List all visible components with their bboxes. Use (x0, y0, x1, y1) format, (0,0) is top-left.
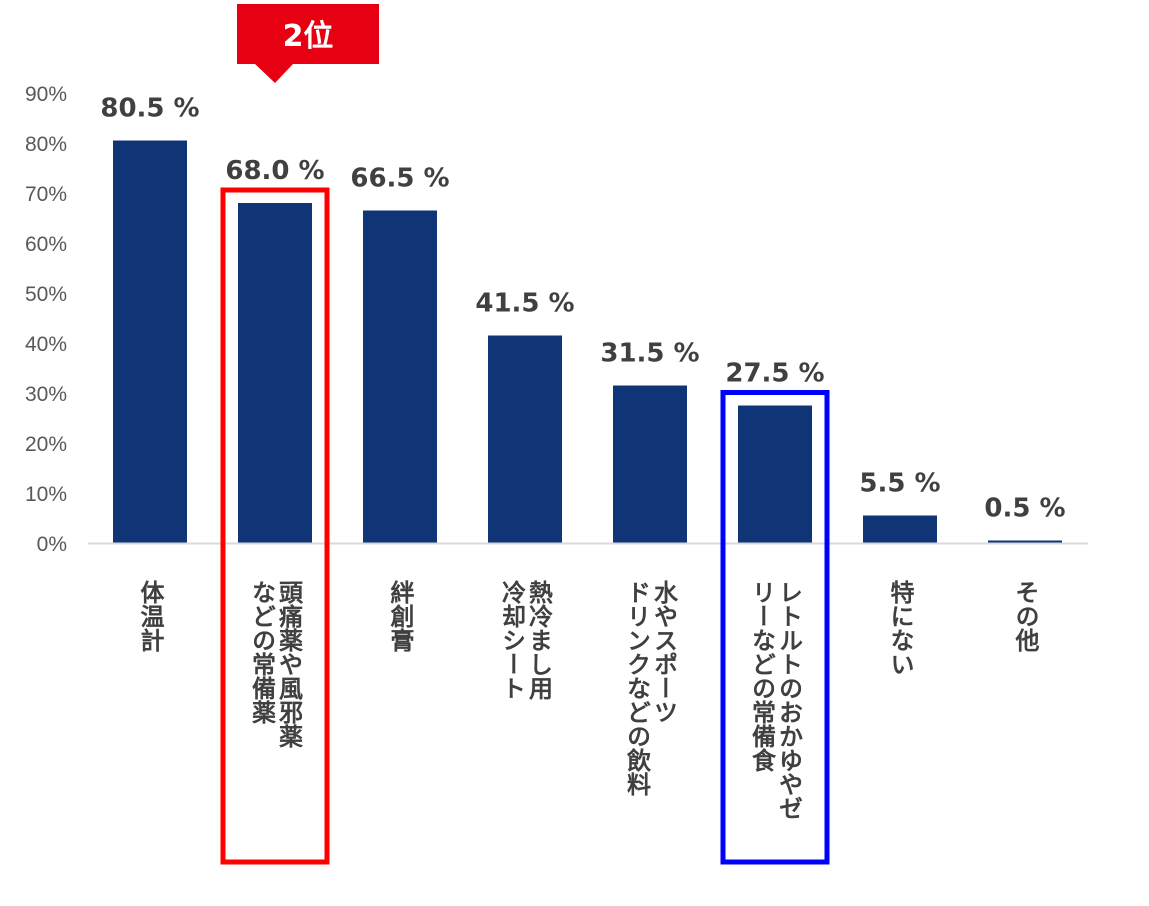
bar (738, 405, 812, 543)
bar (613, 385, 687, 543)
bar (488, 335, 562, 543)
data-label: 5.5 % (859, 469, 940, 499)
y-tick-label: 30% (25, 383, 67, 406)
highlight-box (220, 187, 330, 865)
data-label: 41.5 % (475, 289, 574, 319)
bar (113, 140, 187, 543)
data-labels: 80.5 % 68.0 % 66.5 % 41.5 % 31.5 % 27.5 % 5.5 … (100, 94, 1065, 524)
y-tick-label: 40% (25, 333, 67, 356)
x-tick-label-line: レトルトのおかゆやゼ (775, 580, 803, 820)
badge-pointer (255, 64, 293, 83)
bar (363, 210, 437, 543)
x-tick-label-line: その他 (1011, 580, 1040, 652)
data-label: 66.5 % (350, 164, 449, 194)
y-tick-label: 50% (25, 283, 67, 306)
y-tick-label: 10% (25, 483, 67, 506)
x-tick-label-line: 体温計 (136, 580, 164, 652)
x-tick-label-line: 頭痛薬や風邪薬 (275, 580, 304, 748)
badge-label: 2位 (283, 19, 334, 54)
bar (863, 515, 937, 543)
y-tick-label: 80% (25, 133, 67, 156)
y-tick-label: 20% (25, 433, 67, 456)
highlight-boxes (220, 187, 830, 865)
y-tick-label: 0% (37, 533, 67, 556)
badge-box (237, 4, 379, 64)
y-tick-label: 60% (25, 233, 67, 256)
y-tick-label: 90% (25, 83, 67, 106)
highlight-box (720, 390, 830, 865)
rank-badge: 2位 (237, 4, 379, 83)
bar (988, 540, 1062, 543)
bars (113, 140, 1062, 543)
bar (238, 203, 312, 543)
data-label: 31.5 % (600, 339, 699, 369)
x-tick-label-line: 水やスポーツ (650, 580, 678, 724)
x-tick-label: その他 (1011, 580, 1040, 652)
data-label: 27.5 % (725, 359, 824, 389)
x-tick-label: 特にない (886, 580, 914, 676)
data-label: 68.0 % (225, 156, 324, 186)
x-tick-label-line: などの常備薬 (248, 580, 276, 724)
x-tick-label: 体温計 (136, 580, 164, 652)
x-tick-label-line: リーなどの常備食 (748, 580, 776, 773)
data-label: 0.5 % (984, 494, 1065, 524)
y-tick-label: 70% (25, 183, 67, 206)
x-tick-label: 絆創膏 (386, 579, 414, 653)
x-tick-label-line: ドリンクなどの飲料 (623, 580, 652, 796)
x-tick-label-line: 熱冷まし用 (525, 580, 553, 701)
data-label: 80.5 % (100, 94, 199, 124)
x-tick-label-line: 絆創膏 (386, 579, 414, 653)
y-axis: 0% 10% 20% 30% 40% 50% 60% 70% 80% 90% (25, 83, 67, 556)
x-tick-label-line: 特にない (886, 580, 914, 676)
x-tick-label-line: 冷却シート (498, 579, 526, 700)
